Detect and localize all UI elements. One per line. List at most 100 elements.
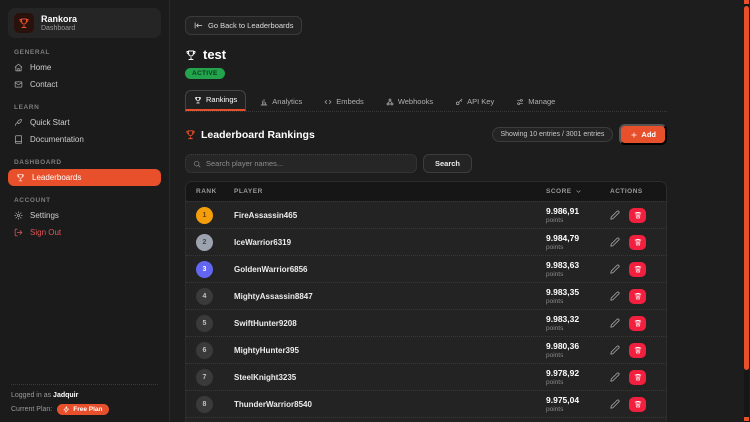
plan-badge-label: Free Plan [73, 406, 103, 413]
tab-analytics[interactable]: Analytics [252, 93, 310, 111]
sliders-icon [516, 98, 524, 106]
back-button[interactable]: Go Back to Leaderboards [185, 16, 303, 35]
sidebar-footer: Logged in as Jadquir Current Plan: Free … [11, 384, 158, 415]
page-title: test [203, 47, 227, 62]
table-row: 2 IceWarrior6319 9.984,79 points [186, 228, 666, 255]
points-label: points [546, 271, 564, 278]
score-value: 9.983,32 [546, 314, 580, 324]
table-row: 5 SwiftHunter9208 9.983,32 points [186, 309, 666, 336]
rank-badge: 4 [196, 287, 213, 305]
edit-icon[interactable] [610, 210, 620, 220]
edit-icon[interactable] [610, 237, 620, 247]
sidebar-item-contact[interactable]: Contact [0, 76, 169, 93]
table-row: 6 MightyHunter395 9.980,36 points [186, 336, 666, 363]
app-name: Rankora [41, 13, 78, 24]
nav-section-label: DASHBOARD [14, 159, 62, 166]
tab-webhooks[interactable]: Webhooks [378, 93, 441, 111]
plan-icon [63, 406, 70, 413]
search-input[interactable] [206, 159, 409, 168]
tab-label: Rankings [206, 95, 238, 104]
home-icon [14, 63, 23, 72]
score-value: 9.975,04 [546, 395, 580, 405]
tab-label: Analytics [272, 97, 303, 106]
delete-button[interactable] [629, 261, 646, 277]
app-subtitle: Dashboard [41, 25, 76, 33]
table-row: 9 GoldenRanger8265 9.973,43 points [186, 417, 666, 422]
tab-api-key[interactable]: API Key [447, 93, 502, 111]
points-label: points [546, 217, 564, 224]
tab-rankings[interactable]: Rankings [185, 90, 247, 111]
tab-embeds[interactable]: Embeds [316, 93, 372, 111]
column-header-score[interactable]: SCORE [546, 188, 610, 195]
search-button[interactable]: Search [423, 154, 473, 173]
rank-badge: 6 [196, 341, 213, 359]
delete-button[interactable] [629, 315, 646, 331]
search-box[interactable] [185, 154, 417, 173]
sidebar-item-label: Documentation [30, 135, 84, 144]
player-name: MightyHunter395 [234, 345, 299, 355]
trash-icon [634, 319, 642, 327]
app-logo-card[interactable]: Rankora Dashboard [8, 8, 161, 38]
rankings-table: RANK PLAYER SCORE ACTIONS 1 FireAssassin… [185, 181, 667, 422]
sidebar-item-home[interactable]: Home [0, 59, 169, 76]
code-icon [324, 98, 332, 106]
main-content: Go Back to Leaderboards test ACTIVE Rank… [170, 0, 742, 422]
trash-icon [634, 238, 642, 246]
edit-icon[interactable] [610, 345, 620, 355]
player-name: FireAssassin465 [234, 210, 298, 220]
scrollbar-top-cap[interactable] [744, 0, 749, 4]
column-header-player: PLAYER [234, 188, 263, 195]
plus-icon [630, 131, 638, 139]
edit-icon[interactable] [610, 372, 620, 382]
rank-badge: 5 [196, 314, 213, 332]
gear-icon [14, 211, 23, 220]
vertical-scrollbar[interactable] [744, 0, 749, 422]
delete-button[interactable] [629, 288, 646, 304]
sidebar-item-leaderboards[interactable]: Leaderboards [8, 169, 161, 186]
score-value: 9.978,92 [546, 368, 580, 378]
sidebar-item-documentation[interactable]: Documentation [0, 131, 169, 148]
score-value: 9.980,36 [546, 341, 580, 351]
sidebar-item-label: Contact [30, 80, 58, 89]
score-value: 9.986,91 [546, 206, 580, 216]
sidebar-item-label: Leaderboards [32, 173, 82, 182]
scrollbar-thumb[interactable] [744, 6, 749, 370]
tab-label: Webhooks [397, 97, 434, 106]
app-logo [14, 13, 34, 33]
player-name: MightyAssassin8847 [234, 291, 313, 301]
edit-icon[interactable] [610, 399, 620, 409]
scrollbar-bottom-cap[interactable] [744, 417, 749, 421]
delete-button[interactable] [629, 207, 646, 223]
table-row: 7 SteelKnight3235 9.978,92 points [186, 363, 666, 390]
logged-in-text: Logged in as Jadquir [11, 392, 79, 399]
delete-button[interactable] [629, 396, 646, 412]
points-label: points [546, 379, 564, 386]
player-name: ThunderWarrior8540 [234, 399, 312, 409]
tab-manage[interactable]: Manage [508, 93, 563, 111]
delete-button[interactable] [629, 234, 646, 250]
rank-badge: 3 [196, 260, 213, 278]
player-name: SwiftHunter9208 [234, 318, 297, 328]
sidebar-item-settings[interactable]: Settings [0, 207, 169, 224]
edit-icon[interactable] [610, 291, 620, 301]
trophy-icon [194, 96, 202, 104]
score-value: 9.983,35 [546, 287, 580, 297]
add-entry-button[interactable]: Add [619, 124, 667, 145]
sidebar-item-sign-out[interactable]: Sign Out [0, 224, 169, 241]
plan-label: Current Plan: [11, 406, 53, 413]
delete-button[interactable] [629, 342, 646, 358]
delete-button[interactable] [629, 369, 646, 385]
tab-label: API Key [467, 97, 495, 106]
trophy-icon [18, 17, 30, 29]
tab-label: Manage [528, 97, 556, 106]
sidebar-item-label: Home [30, 63, 52, 72]
edit-icon[interactable] [610, 264, 620, 274]
edit-icon[interactable] [610, 318, 620, 328]
points-label: points [546, 406, 564, 413]
rank-badge: 7 [196, 368, 213, 386]
back-button-label: Go Back to Leaderboards [208, 21, 294, 30]
points-label: points [546, 244, 564, 251]
plan-badge[interactable]: Free Plan [57, 404, 109, 415]
book-icon [14, 135, 23, 144]
sidebar-item-quick-start[interactable]: Quick Start [0, 114, 169, 131]
